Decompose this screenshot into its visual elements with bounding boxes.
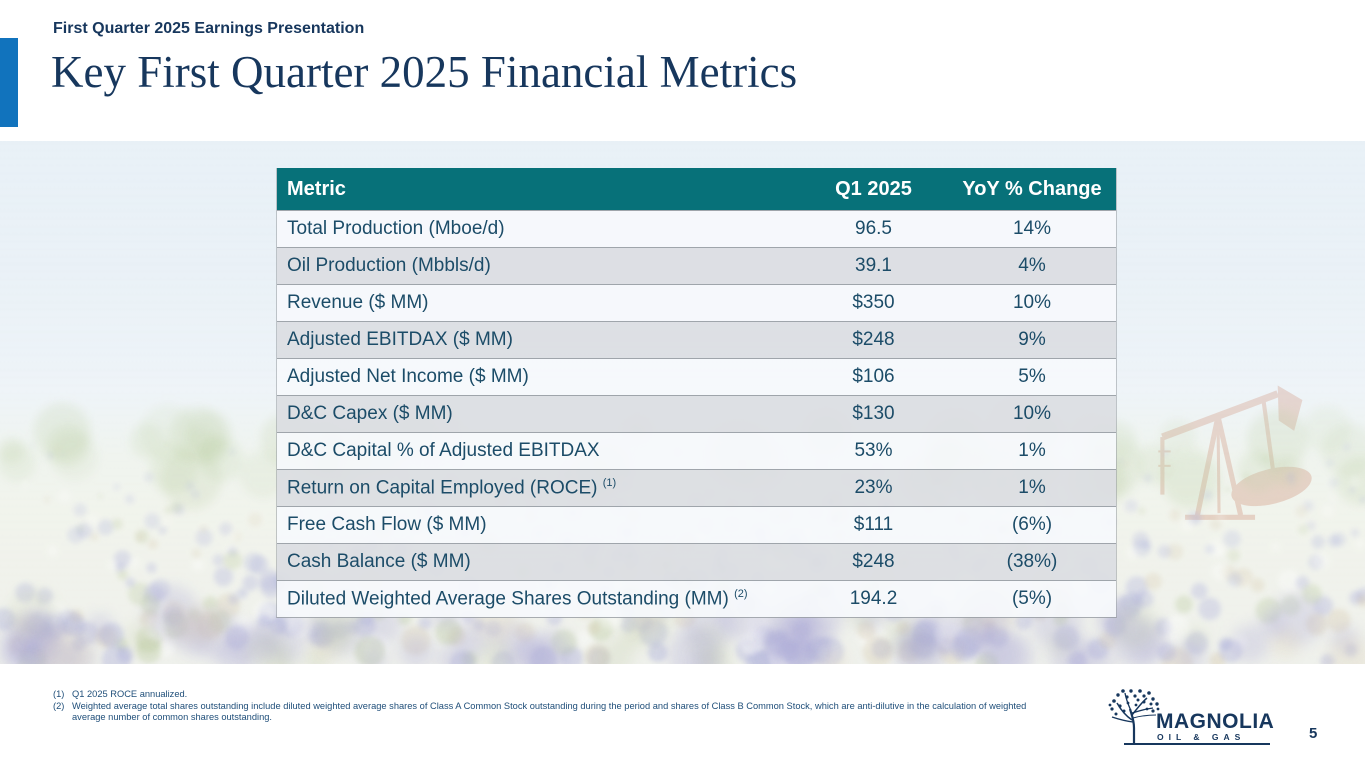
- metric-cell: D&C Capital % of Adjusted EBITDAX: [287, 440, 600, 461]
- yoy-value-cell: (38%): [1006, 551, 1058, 572]
- footnotes: (1) Q1 2025 ROCE annualized. (2) Weighte…: [53, 689, 1065, 724]
- column-header-yoy-change: YoY % Change: [962, 177, 1102, 200]
- q1-value-cell: $130: [852, 403, 895, 424]
- footnote-text: Q1 2025 ROCE annualized.: [72, 689, 188, 699]
- q1-value-cell: $106: [852, 366, 895, 387]
- logo-underline: [1124, 743, 1270, 745]
- table-row: Revenue ($ MM) $350 10%: [277, 284, 1116, 321]
- q1-value-cell: $248: [852, 551, 895, 572]
- footnote-2: (2) Weighted average total shares outsta…: [53, 701, 1065, 724]
- footnote-ref-2: (2): [734, 587, 748, 600]
- metric-cell: Adjusted EBITDAX ($ MM): [287, 329, 513, 350]
- financial-metrics-table: Metric Q1 2025 YoY % Change Total Produc…: [276, 168, 1117, 618]
- table-row: Diluted Weighted Average Shares Outstand…: [277, 580, 1116, 617]
- metric-cell: Revenue ($ MM): [287, 292, 429, 313]
- yoy-value-cell: 1%: [1018, 477, 1046, 498]
- magnolia-logo: MAGNOLIA OIL & GAS: [1106, 688, 1274, 748]
- q1-value-cell: 194.2: [849, 588, 898, 609]
- yoy-value-cell: (5%): [1011, 588, 1053, 609]
- table-row: Oil Production (Mbbls/d) 39.1 4%: [277, 247, 1116, 284]
- metric-cell: Total Production (Mboe/d): [287, 218, 505, 239]
- yoy-value-cell: 4%: [1018, 255, 1046, 276]
- accent-bar: [0, 38, 18, 127]
- yoy-value-cell: 10%: [1012, 403, 1052, 424]
- logo-name: MAGNOLIA: [1156, 709, 1275, 733]
- footnote-number: (1): [53, 689, 65, 699]
- slide-title: Key First Quarter 2025 Financial Metrics: [51, 47, 798, 97]
- q1-value-cell: 96.5: [855, 218, 892, 239]
- metric-cell: Oil Production (Mbbls/d): [287, 255, 491, 276]
- yoy-value-cell: 10%: [1012, 292, 1052, 313]
- table-header-row: Metric Q1 2025 YoY % Change: [277, 168, 1116, 210]
- table-row: Adjusted EBITDAX ($ MM) $248 9%: [277, 321, 1116, 358]
- yoy-value-cell: 9%: [1018, 329, 1046, 350]
- q1-value-cell: $111: [853, 514, 894, 535]
- column-header-metric: Metric: [287, 177, 346, 200]
- column-header-q1-2025: Q1 2025: [835, 177, 912, 200]
- metric-cell: Free Cash Flow ($ MM): [287, 514, 487, 535]
- table-row: Free Cash Flow ($ MM) $111 (6%): [277, 506, 1116, 543]
- table-row: Adjusted Net Income ($ MM) $106 5%: [277, 358, 1116, 395]
- metric-cell: Cash Balance ($ MM): [287, 551, 471, 572]
- q1-value-cell: $248: [852, 329, 895, 350]
- presentation-subtitle: First Quarter 2025 Earnings Presentation: [53, 20, 365, 37]
- logo-subtitle: OIL & GAS: [1157, 731, 1246, 742]
- footnote-text: Weighted average total shares outstandin…: [72, 700, 1027, 723]
- metric-cell: Return on Capital Employed (ROCE) (1): [287, 476, 617, 499]
- yoy-value-cell: (6%): [1011, 514, 1053, 535]
- q1-value-cell: 23%: [854, 477, 893, 498]
- table-row: Return on Capital Employed (ROCE) (1) 23…: [277, 469, 1116, 506]
- footnote-ref-1: (1): [602, 476, 617, 489]
- table-row: Cash Balance ($ MM) $248 (38%): [277, 543, 1116, 580]
- metric-cell: D&C Capex ($ MM): [287, 403, 453, 424]
- page-number: 5: [1309, 725, 1318, 742]
- q1-value-cell: 39.1: [855, 255, 892, 276]
- q1-value-cell: $350: [852, 292, 895, 313]
- logo-text: MAGNOLIA OIL & GAS: [1156, 711, 1274, 742]
- magnolia-tree-icon: [1108, 689, 1160, 743]
- table-row: D&C Capex ($ MM) $130 10%: [277, 395, 1116, 432]
- metric-cell: Diluted Weighted Average Shares Outstand…: [287, 587, 748, 610]
- yoy-value-cell: 1%: [1018, 440, 1046, 461]
- footnote-number: (2): [53, 700, 65, 711]
- table-row: D&C Capital % of Adjusted EBITDAX 53% 1%: [277, 432, 1116, 469]
- metric-cell: Adjusted Net Income ($ MM): [287, 366, 529, 387]
- table-row: Total Production (Mboe/d) 96.5 14%: [277, 210, 1116, 247]
- q1-value-cell: 53%: [854, 440, 893, 461]
- footnote-1: (1) Q1 2025 ROCE annualized.: [53, 689, 1065, 701]
- yoy-value-cell: 5%: [1018, 366, 1046, 387]
- yoy-value-cell: 14%: [1012, 218, 1052, 239]
